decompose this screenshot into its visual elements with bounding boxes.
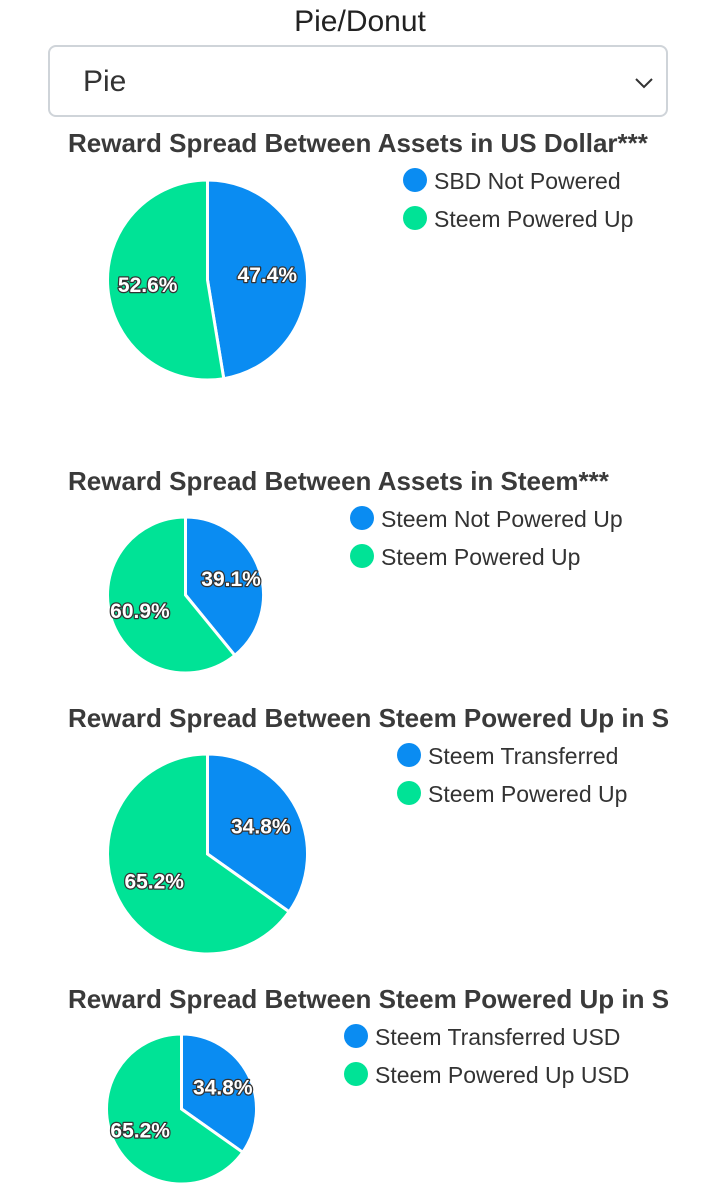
- chart-usd-assets: Reward Spread Between Assets in US Dolla…: [68, 128, 672, 428]
- legend-label[interactable]: SBD Not Powered: [434, 168, 621, 194]
- pie-chart-svg: 39.1% 60.9% Steem Not Powered Up Steem Powe…: [106, 506, 623, 675]
- slice-value-label: 60.9%: [110, 600, 170, 623]
- pie-slice-1[interactable]: [180, 1032, 258, 1155]
- chart-title: Reward Spread Between Steem Powered Up i…: [68, 703, 670, 733]
- chart-type-label: Pie/Donut: [294, 5, 426, 38]
- chart-title: Reward Spread Between Assets in Steem***: [68, 466, 609, 496]
- legend-label[interactable]: Steem Not Powered Up: [381, 506, 623, 532]
- slice-value-label: 47.4%: [238, 264, 298, 287]
- chevron-down-icon: [635, 78, 653, 89]
- legend-marker[interactable]: [344, 1024, 368, 1048]
- pie-slice-2[interactable]: [106, 178, 226, 382]
- slice-value-label: 34.8%: [231, 815, 291, 838]
- pie-chart-svg: 34.8% 65.2% Steem Transferred USD Steem Pow…: [105, 1024, 629, 1186]
- chart-steem-powered-up: Reward Spread Between Steem Powered Up i…: [68, 703, 672, 963]
- legend-label[interactable]: Steem Powered Up: [428, 781, 627, 807]
- slice-value-label: 65.2%: [110, 1119, 170, 1142]
- pie-slice-2[interactable]: [105, 1032, 245, 1186]
- slice-value-label: 52.6%: [118, 274, 178, 297]
- chart-type-select[interactable]: Pie: [48, 45, 668, 117]
- legend-marker[interactable]: [350, 544, 374, 568]
- legend-marker[interactable]: [397, 743, 421, 767]
- pie-chart-svg: 47.4% 52.6% SBD Not Powered Steem Powered U…: [106, 168, 633, 382]
- pie-slice-2[interactable]: [106, 752, 292, 956]
- slice-value-label: 39.1%: [201, 568, 261, 591]
- legend-marker[interactable]: [344, 1062, 368, 1086]
- legend-marker[interactable]: [397, 781, 421, 805]
- chart-title: Reward Spread Between Assets in US Dolla…: [68, 128, 648, 158]
- pie-chart-svg: 34.8% 65.2% Steem Transferred Steem Powered…: [106, 743, 627, 956]
- chart-type-selected-value: Pie: [83, 65, 127, 98]
- chart-title: Reward Spread Between Steem Powered Up i…: [68, 984, 670, 1014]
- pie-slice-1[interactable]: [206, 752, 309, 914]
- legend-marker[interactable]: [403, 206, 427, 230]
- legend-label[interactable]: Steem Transferred: [428, 743, 618, 769]
- legend-label[interactable]: Steem Powered Up USD: [375, 1062, 629, 1088]
- legend-marker[interactable]: [403, 168, 427, 192]
- slice-value-label: 34.8%: [193, 1077, 253, 1100]
- slice-value-label: 65.2%: [124, 871, 184, 894]
- pie-slice-2[interactable]: [106, 515, 237, 675]
- legend-marker[interactable]: [350, 506, 374, 530]
- chart-steem-assets: Reward Spread Between Assets in Steem***…: [68, 466, 672, 686]
- legend-label[interactable]: Steem Powered Up: [434, 206, 633, 232]
- chart-steem-powered-up-usd: Reward Spread Between Steem Powered Up i…: [68, 984, 672, 1196]
- legend-label[interactable]: Steem Transferred USD: [375, 1024, 620, 1050]
- pie-slice-1[interactable]: [184, 515, 265, 658]
- pie-slice-1[interactable]: [206, 178, 310, 381]
- legend-label[interactable]: Steem Powered Up: [381, 544, 580, 570]
